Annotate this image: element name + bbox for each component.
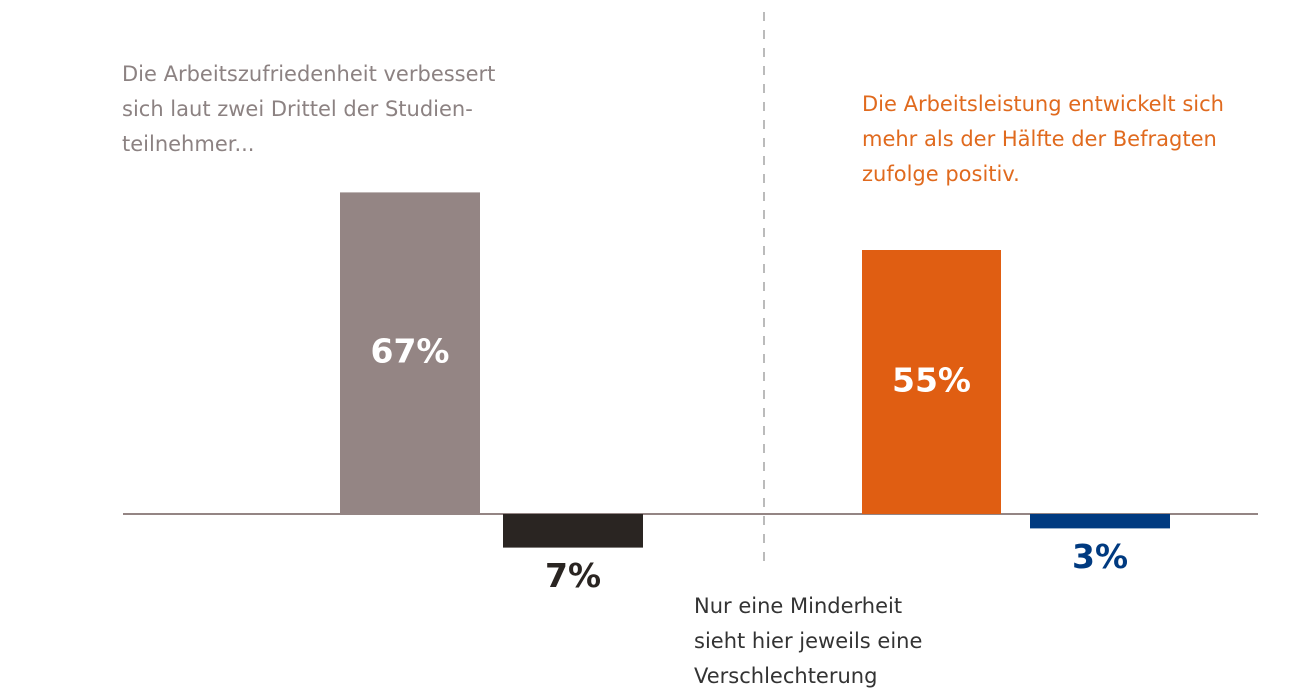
annotation: Nur eine Minderheit [694,594,902,618]
value-label: 7% [545,556,601,595]
annotation: sich laut zwei Drittel der Studien- [122,97,473,121]
annotation: sieht hier jeweils eine [694,629,922,653]
bar [340,192,480,514]
value-label: 3% [1072,537,1128,576]
annotation: teilnehmer... [122,132,254,156]
bar [503,514,643,548]
annotation: Die Arbeitsleistung entwickelt sich [862,92,1224,116]
annotation: zufolge positiv. [862,162,1020,186]
annotation: Verschlechterung [694,664,877,688]
bar [862,250,1001,514]
bar [1030,514,1170,529]
value-label: 67% [371,332,450,371]
annotation: mehr als der Hälfte der Befragten [862,127,1217,151]
annotation: Die Arbeitszufriedenheit verbessert [122,62,495,86]
value-label: 55% [892,361,971,400]
